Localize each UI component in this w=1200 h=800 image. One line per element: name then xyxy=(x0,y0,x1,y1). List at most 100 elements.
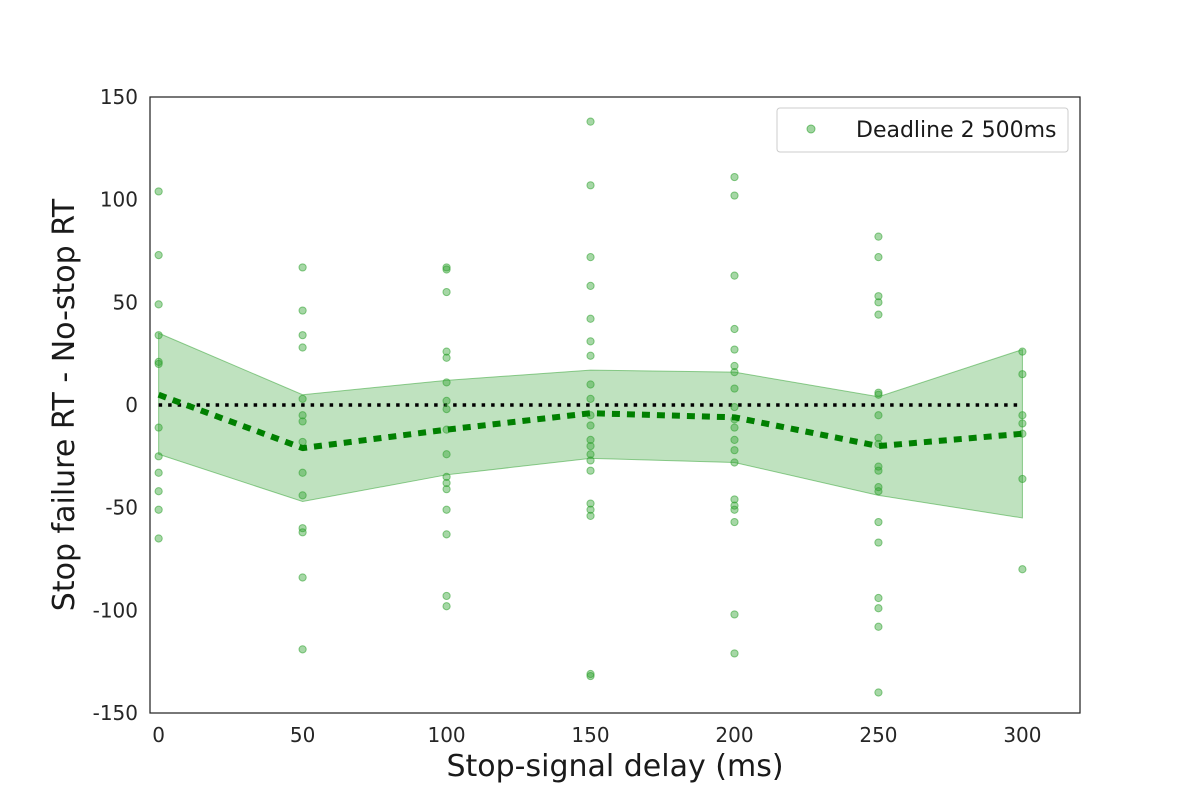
data-point xyxy=(1018,347,1027,356)
data-point xyxy=(442,287,451,297)
y-tick-label: 150 xyxy=(100,85,138,109)
data-point xyxy=(586,314,595,323)
data-point xyxy=(730,501,739,510)
data-point xyxy=(442,378,451,387)
x-tick-label: 100 xyxy=(427,723,465,747)
data-point xyxy=(586,671,595,681)
data-point xyxy=(298,528,307,537)
data-point xyxy=(586,466,595,475)
data-point xyxy=(154,300,163,309)
data-point xyxy=(586,253,595,262)
data-point xyxy=(730,271,739,280)
x-tick-label: 0 xyxy=(152,723,165,747)
data-point xyxy=(730,345,739,354)
data-point xyxy=(586,499,595,508)
data-point xyxy=(586,380,595,389)
data-point xyxy=(1018,474,1027,484)
x-axis-title: Stop-signal delay (ms) xyxy=(446,749,783,784)
data-point xyxy=(730,505,739,514)
data-point xyxy=(730,458,739,467)
data-point xyxy=(442,472,451,481)
data-point xyxy=(874,298,883,307)
x-tick-label: 250 xyxy=(859,723,897,747)
data-point xyxy=(154,357,163,366)
data-point xyxy=(442,263,451,272)
data-point xyxy=(586,394,595,403)
y-tick-label: 50 xyxy=(113,290,138,314)
data-point xyxy=(874,517,883,527)
data-point xyxy=(298,491,307,500)
data-point xyxy=(442,478,451,488)
x-tick-label: 200 xyxy=(715,723,753,747)
data-point xyxy=(586,337,595,346)
data-point xyxy=(586,456,595,465)
data-point xyxy=(586,441,595,451)
data-point xyxy=(586,450,595,459)
data-point xyxy=(586,351,595,360)
data-point xyxy=(442,591,451,601)
plot-frame xyxy=(149,96,1081,714)
data-point xyxy=(586,435,595,445)
data-point xyxy=(730,517,739,527)
data-point xyxy=(298,306,307,315)
data-point xyxy=(298,468,307,477)
data-point xyxy=(874,622,883,631)
data-point xyxy=(154,505,163,514)
data-point xyxy=(874,390,883,399)
data-point xyxy=(586,421,595,430)
data-point xyxy=(730,402,739,412)
data-point xyxy=(1018,565,1027,574)
y-tick-label: -150 xyxy=(93,701,138,725)
y-tick-label: -100 xyxy=(93,598,138,622)
legend-marker xyxy=(806,124,816,134)
data-point xyxy=(730,361,739,371)
data-point xyxy=(154,452,163,461)
data-point xyxy=(874,593,883,603)
data-point xyxy=(442,485,451,494)
data-point xyxy=(874,462,883,471)
data-point xyxy=(730,446,739,455)
data-point xyxy=(442,530,451,539)
data-point xyxy=(586,669,595,679)
data-point xyxy=(298,263,307,272)
data-point xyxy=(298,343,307,352)
data-point xyxy=(730,495,739,504)
confidence-band-layer xyxy=(158,332,1023,519)
data-point xyxy=(298,331,307,340)
data-point xyxy=(874,604,883,613)
data-point xyxy=(154,359,163,369)
data-point xyxy=(154,331,163,340)
data-point xyxy=(154,534,163,543)
data-point xyxy=(154,468,163,477)
data-point xyxy=(586,117,595,126)
data-point xyxy=(874,466,883,475)
data-point xyxy=(154,251,163,260)
confidence-band xyxy=(158,332,1023,519)
data-point xyxy=(586,505,595,514)
tick-labels-layer: 0 50 100 150 200 250 300 -150 -100 -50 0 50 100 150 xyxy=(93,85,1042,747)
data-point xyxy=(442,505,451,514)
data-point xyxy=(730,172,739,182)
data-point xyxy=(874,433,883,442)
data-point xyxy=(730,191,739,200)
data-point xyxy=(298,573,307,582)
data-point xyxy=(1018,419,1027,428)
y-tick-label: 100 xyxy=(100,188,138,212)
data-point xyxy=(874,487,883,496)
data-point xyxy=(1018,370,1027,379)
data-point xyxy=(874,483,883,492)
legend-box xyxy=(776,107,1069,153)
data-point xyxy=(874,688,883,697)
y-tick-label: 0 xyxy=(125,393,138,417)
data-point xyxy=(730,649,739,658)
data-point xyxy=(730,610,739,619)
data-points-layer xyxy=(154,117,1027,697)
data-point xyxy=(298,417,307,426)
y-tick-label: -50 xyxy=(105,496,138,520)
data-point xyxy=(730,435,739,445)
data-point xyxy=(1018,411,1027,420)
data-point xyxy=(154,187,163,196)
data-point xyxy=(298,411,307,420)
y-axis-title: Stop failure RT - No-stop RT xyxy=(47,198,82,611)
